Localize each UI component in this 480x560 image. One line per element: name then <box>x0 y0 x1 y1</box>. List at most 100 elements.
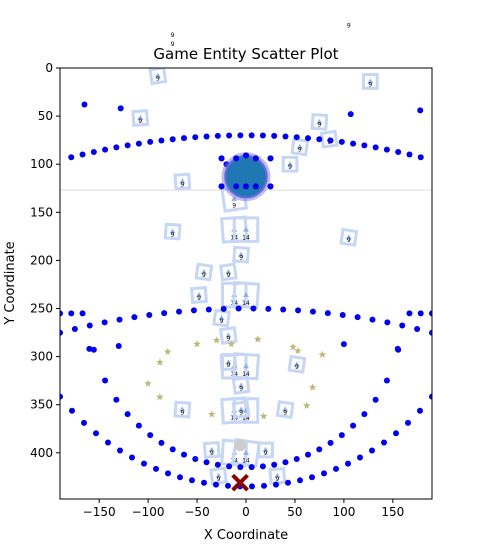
enemy-dot <box>369 447 375 454</box>
x-tick-label: 0 <box>242 505 250 519</box>
enemy-dot <box>414 325 421 332</box>
enemy-dot <box>345 460 351 467</box>
enemy-dot <box>124 411 131 418</box>
x-tick-label: −50 <box>184 505 209 519</box>
enemy-dot <box>327 439 334 446</box>
y-tick-label: 0 <box>45 61 53 75</box>
entity-box <box>319 129 339 149</box>
enemy-dot <box>226 132 233 139</box>
enemy-dot <box>113 144 120 151</box>
entity-box <box>218 326 238 345</box>
enemy-dot <box>90 148 97 155</box>
x-tick-label: 100 <box>332 505 355 519</box>
entity-label: 9 <box>347 237 351 244</box>
entity-box <box>194 262 214 282</box>
player-dot <box>243 152 249 159</box>
enemy-dot <box>393 430 399 437</box>
star-marker <box>289 343 297 351</box>
overflow-label: 9 <box>171 41 175 48</box>
enemy-dot <box>177 474 183 481</box>
enemy-dot <box>124 142 131 149</box>
entity-box <box>173 400 192 419</box>
star-marker <box>212 336 221 344</box>
player-dot <box>218 155 225 162</box>
entity-label: 9 <box>368 81 372 88</box>
enemy-dot <box>86 345 93 352</box>
enemy-dot <box>235 305 242 312</box>
enemy-dot <box>102 377 109 384</box>
enemy-dot <box>399 322 406 329</box>
enemy-dot <box>68 310 75 317</box>
entity-box <box>287 354 307 374</box>
enemy-dot <box>381 439 387 446</box>
player-dot <box>252 183 259 190</box>
entity-label: 9 <box>275 476 279 483</box>
enemy-dot <box>369 316 376 323</box>
enemy-dot <box>190 307 197 314</box>
player-dot <box>267 155 274 162</box>
entity-label: 9 <box>288 164 292 171</box>
entity-box <box>339 227 359 247</box>
enemy-dot <box>237 464 244 471</box>
entity-box <box>232 245 251 264</box>
overflow-label: 9 <box>171 32 175 39</box>
star-marker <box>227 340 236 348</box>
enemy-dot <box>271 132 278 139</box>
enemy-dot <box>361 411 368 418</box>
enemy-dot <box>214 461 221 468</box>
entity-label: 9 <box>202 272 206 279</box>
entity-marker <box>262 446 269 452</box>
enemy-dot <box>250 305 257 312</box>
star-marker <box>302 401 311 409</box>
enemy-dot <box>141 460 147 467</box>
enemy-dot <box>117 447 123 454</box>
y-tick-label: 50 <box>38 109 53 123</box>
entity-marker <box>293 361 300 367</box>
enemy-dot <box>189 477 195 484</box>
entity-marker <box>238 251 245 257</box>
entity-marker <box>218 315 225 321</box>
star-marker <box>207 410 216 418</box>
entity-marker <box>243 363 249 369</box>
entity-marker <box>296 143 303 149</box>
enemy-dot <box>333 465 339 472</box>
player-dot <box>218 183 225 190</box>
entity-marker <box>200 268 207 274</box>
enemy-dot <box>60 393 63 400</box>
enemy-dot <box>248 132 255 139</box>
enemy-dot <box>347 111 354 118</box>
y-tick-label: 250 <box>30 302 53 316</box>
entity-box <box>131 109 150 127</box>
entity-box <box>231 437 261 468</box>
enemy-dot <box>271 461 278 468</box>
entity-marker <box>287 161 294 167</box>
enemy-dot <box>316 446 323 453</box>
enemy-dot <box>169 136 176 143</box>
enemy-dot <box>203 133 210 140</box>
enemy-dot <box>203 459 210 466</box>
enemy-dot <box>297 477 303 484</box>
entity-label: 9 <box>226 272 230 279</box>
enemy-dot <box>90 346 97 353</box>
entity-box <box>281 155 299 173</box>
entity-box <box>232 216 260 243</box>
enemy-dot <box>395 148 402 155</box>
enemy-dot <box>117 105 124 112</box>
enemy-dot <box>102 146 109 153</box>
enemy-dot <box>69 407 75 414</box>
x-tick-label: 150 <box>381 505 404 519</box>
entity-box <box>173 172 192 191</box>
entity-marker <box>243 226 249 232</box>
enemy-dot <box>429 310 432 317</box>
entity-label: 9 <box>226 335 230 342</box>
entity-label: 9 <box>295 364 299 371</box>
enemy-dot <box>176 308 183 315</box>
enemy-dot <box>81 419 87 426</box>
enemy-dot <box>147 138 154 145</box>
enemy-dot <box>158 439 165 446</box>
x-tick-label: −150 <box>83 505 116 519</box>
enemy-dot <box>354 314 361 321</box>
enemy-dot <box>213 481 219 488</box>
entity-label: 9 <box>264 450 268 457</box>
entity-marker <box>225 268 232 274</box>
